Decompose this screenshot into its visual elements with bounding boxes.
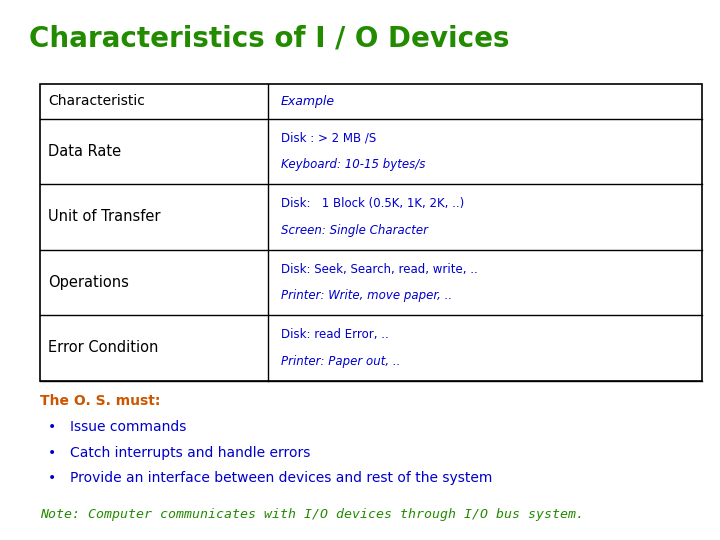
Text: Error Condition: Error Condition [48, 340, 158, 355]
Text: Disk:   1 Block (0.5K, 1K, 2K, ..): Disk: 1 Block (0.5K, 1K, 2K, ..) [281, 198, 464, 211]
Text: Operations: Operations [48, 275, 129, 290]
Text: Disk: Seek, Search, read, write, ..: Disk: Seek, Search, read, write, .. [281, 263, 478, 276]
Text: Unit of Transfer: Unit of Transfer [48, 210, 161, 225]
Bar [40, 84, 702, 381]
Text: Catch interrupts and handle errors: Catch interrupts and handle errors [70, 446, 310, 460]
Text: Issue commands: Issue commands [70, 420, 186, 434]
Text: •: • [48, 420, 56, 434]
Text: Keyboard: 10-15 bytes/s: Keyboard: 10-15 bytes/s [281, 158, 426, 171]
Text: Characteristics of I / O Devices: Characteristics of I / O Devices [29, 24, 509, 52]
Text: Data Rate: Data Rate [48, 144, 122, 159]
Text: •: • [48, 446, 56, 460]
Text: Screen: Single Character: Screen: Single Character [281, 224, 428, 237]
Text: Printer: Paper out, ..: Printer: Paper out, .. [281, 355, 400, 368]
Text: Characteristic: Characteristic [48, 94, 145, 108]
Text: Example: Example [281, 94, 336, 107]
Text: •: • [48, 471, 56, 485]
Text: Disk : > 2 MB /S: Disk : > 2 MB /S [281, 132, 377, 145]
Text: Printer: Write, move paper, ..: Printer: Write, move paper, .. [281, 289, 452, 302]
Text: Provide an interface between devices and rest of the system: Provide an interface between devices and… [70, 471, 492, 485]
Text: Disk: read Error, ..: Disk: read Error, .. [281, 328, 389, 341]
Text: The O. S. must:: The O. S. must: [40, 394, 160, 408]
Text: Note: Computer communicates with I/O devices through I/O bus system.: Note: Computer communicates with I/O dev… [40, 508, 584, 521]
